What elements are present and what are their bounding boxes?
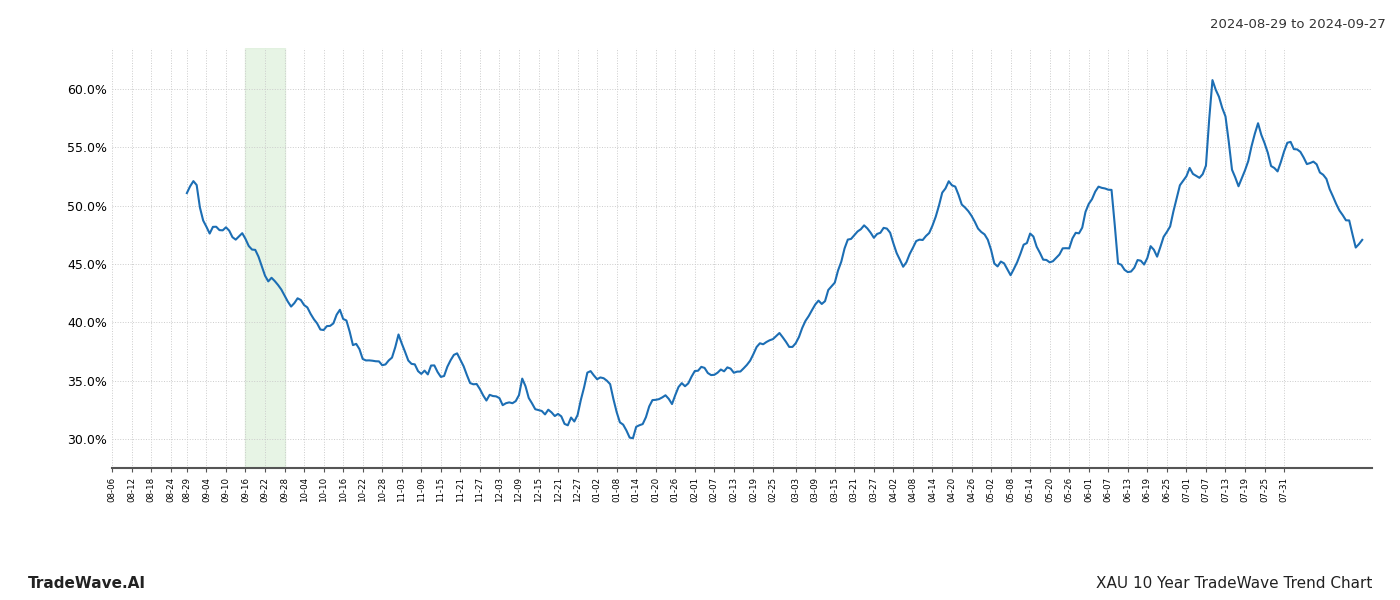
Text: XAU 10 Year TradeWave Trend Chart: XAU 10 Year TradeWave Trend Chart	[1096, 576, 1372, 591]
Bar	[245, 48, 284, 468]
Text: 2024-08-29 to 2024-09-27: 2024-08-29 to 2024-09-27	[1210, 18, 1386, 31]
Text: TradeWave.AI: TradeWave.AI	[28, 576, 146, 591]
